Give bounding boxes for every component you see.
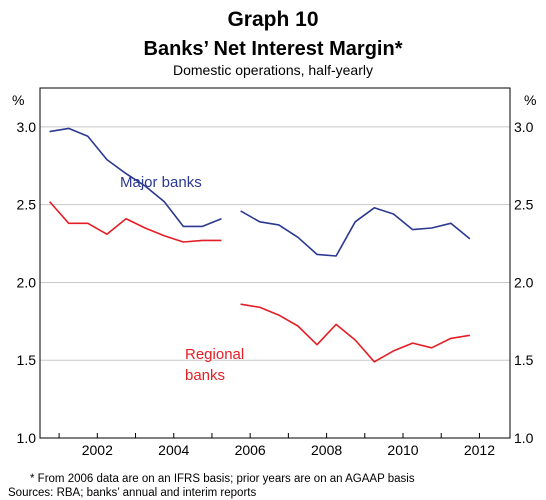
- y-tick-right-3: 2.5: [514, 197, 534, 213]
- chart-title: Graph 10: [227, 8, 318, 31]
- x-tick-3: 2008: [311, 442, 342, 458]
- y-tick-right-1: 1.5: [514, 352, 534, 368]
- y-tick-right-4: 3.0: [514, 119, 534, 135]
- x-tick-4: 2010: [387, 442, 418, 458]
- y-tick-right-2: 2.0: [514, 274, 534, 290]
- series-1-segment-0: [48, 201, 222, 243]
- y-tick-right-0: 1.0: [514, 430, 534, 446]
- series-0-segment-0: [49, 127, 222, 228]
- y-tick-left-4: 3.0: [17, 119, 37, 135]
- y-tick-left-0: 1.0: [17, 430, 37, 446]
- grid-layer: [40, 126, 510, 439]
- x-tick-0: 2002: [82, 442, 113, 458]
- x-tick-1: 2004: [158, 442, 189, 458]
- plot-frame: [39, 87, 511, 439]
- x-tick-2: 2006: [235, 442, 266, 458]
- series-layer: [48, 127, 471, 363]
- regional-banks-label-2: banks: [185, 367, 225, 384]
- y-unit-left: %: [12, 92, 24, 108]
- y-tick-left-2: 2.0: [17, 274, 37, 290]
- regional-banks-label-1: Regional: [185, 346, 244, 363]
- y-unit-right: %: [524, 92, 536, 108]
- footnote: * From 2006 data are on an IFRS basis; p…: [30, 473, 415, 485]
- y-tick-left-3: 2.5: [17, 197, 37, 213]
- chart-subtitle: Banks’ Net Interest Margin*: [144, 38, 403, 60]
- ticks-layer: 1.0 1.0 1.5 1.5 2.0 2.0 2.5 2.5 3.0 3.0 2002 2004 20…: [17, 119, 534, 458]
- x-tick-5: 2012: [464, 442, 495, 458]
- chart-subsubtitle: Domestic operations, half-yearly: [173, 62, 373, 78]
- y-tick-left-1: 1.5: [17, 352, 37, 368]
- sources: Sources: RBA; banks’ annual and interim …: [8, 487, 256, 499]
- series-1-segment-1: [240, 303, 471, 363]
- series-0-segment-1: [240, 207, 471, 257]
- major-banks-label: Major banks: [120, 174, 202, 191]
